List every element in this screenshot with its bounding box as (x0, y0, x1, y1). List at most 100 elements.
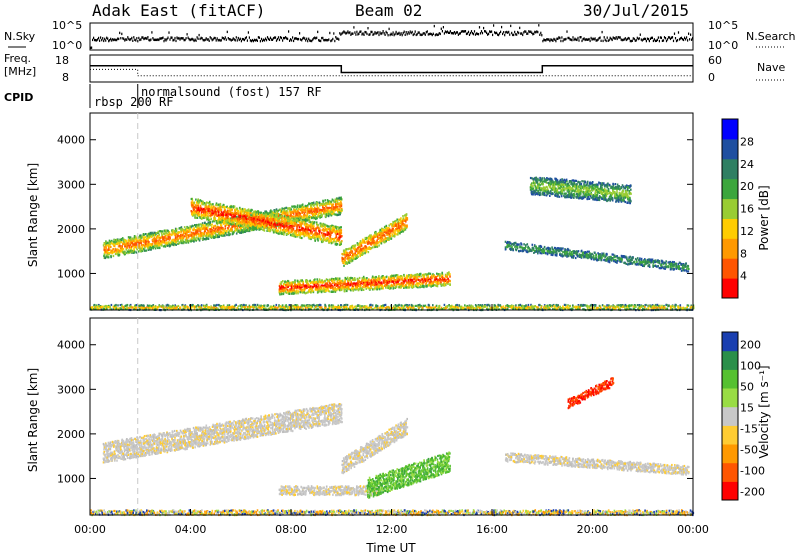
freq-frame (89, 54, 694, 83)
scatter-cell (206, 201, 208, 204)
scatter-cell (400, 230, 402, 233)
scatter-cell (198, 225, 200, 228)
scatter-cell (327, 202, 330, 205)
scatter-cell (232, 224, 235, 228)
nsky-sample (622, 38, 624, 42)
nsky-sample (621, 38, 623, 42)
scatter-cell (295, 292, 297, 295)
scatter-cell (290, 282, 292, 285)
scatter-cell (309, 236, 311, 239)
scatter-cell (147, 244, 150, 247)
scatter-cell (210, 226, 213, 229)
nsky-sample (238, 38, 240, 42)
nsky-sample (336, 37, 338, 40)
scatter-cell (281, 214, 283, 217)
scatter-cell (160, 232, 163, 235)
nsky-sample (623, 38, 625, 41)
scatter-cell (326, 231, 329, 235)
scatter-cell (329, 207, 332, 210)
scatter-cell (259, 217, 261, 220)
scatter-cell (288, 231, 291, 234)
scatter-cell (389, 229, 391, 232)
scatter-cell (136, 241, 138, 244)
scatter-cell (267, 228, 269, 231)
nsky-sample (491, 30, 493, 33)
scatter-cell (240, 224, 242, 227)
scatter-cell (263, 225, 266, 228)
scatter-cell (337, 210, 339, 213)
scatter-cell (285, 228, 288, 232)
nsky-sample (322, 36, 324, 40)
nsky-sample (531, 31, 533, 34)
scatter-cell (169, 233, 171, 236)
nsky-sample (475, 32, 478, 35)
scatter-cell (200, 233, 202, 236)
scatter-cell (292, 285, 295, 288)
scatter-cell (381, 228, 384, 231)
scatter-cell (231, 213, 234, 216)
scatter-cell (211, 223, 213, 226)
nsky-sample (396, 32, 398, 36)
scatter-cell (321, 225, 323, 228)
scatter-cell (370, 243, 372, 246)
scatter-cell (291, 230, 293, 233)
scatter-cell (253, 226, 255, 229)
scatter-cell (299, 230, 302, 233)
scatter-cell (213, 235, 216, 238)
scatter-cell (220, 213, 223, 216)
scatter-cell (391, 223, 394, 226)
nsky-sample (245, 36, 247, 39)
scatter-cell (398, 229, 401, 232)
scatter-cell (351, 257, 353, 260)
scatter-cell (227, 231, 230, 234)
nsky-sample (124, 39, 126, 42)
scatter-cell (252, 220, 254, 224)
scatter-cell (143, 236, 145, 239)
scatter-cell (398, 218, 400, 221)
scatter-cell (243, 228, 246, 231)
scatter-cell (202, 224, 205, 227)
scatter-cell (203, 214, 206, 217)
scatter-cell (340, 204, 343, 208)
scatter-cell (310, 236, 313, 239)
nsky-sample (184, 38, 186, 42)
scatter-cell (397, 226, 400, 229)
scatter-cell (306, 222, 308, 226)
scatter-cell (195, 204, 198, 207)
scatter-cell (309, 208, 312, 211)
scatter-cell (229, 217, 232, 220)
scatter-cell (356, 256, 358, 259)
scatter-cell (298, 219, 300, 222)
scatter-cell (149, 244, 152, 247)
scatter-cell (290, 285, 293, 288)
scatter-cell (157, 236, 159, 239)
scatter-cell (316, 208, 319, 211)
scatter-cell (204, 234, 207, 237)
nsky-sample (365, 31, 367, 34)
scatter-cell (271, 214, 273, 217)
scatter-cell (121, 246, 123, 249)
nsky-sample (96, 39, 98, 42)
scatter-cell (150, 246, 153, 250)
nsky-sample (111, 39, 113, 42)
scatter-cell (366, 236, 369, 239)
nsky-sample (214, 36, 216, 40)
nsky-sample (669, 37, 672, 41)
nsky-sample (431, 33, 433, 37)
nsky-sample (253, 38, 255, 42)
scatter-cell (284, 223, 286, 226)
nsky-sample (268, 38, 271, 41)
nsky-sample (587, 38, 589, 41)
scatter-cell (257, 219, 260, 222)
scatter-cell (220, 208, 223, 211)
scatter-cell (188, 239, 190, 243)
scatter-cell (331, 231, 333, 234)
nsky-sample (592, 37, 594, 40)
scatter-cell (342, 249, 345, 252)
scatter-cell (358, 244, 360, 247)
nsky-sample (625, 38, 627, 42)
scatter-cell (311, 280, 314, 284)
scatter-cell (388, 227, 391, 230)
scatter-cell (180, 235, 182, 238)
nsky-sample (102, 37, 104, 40)
